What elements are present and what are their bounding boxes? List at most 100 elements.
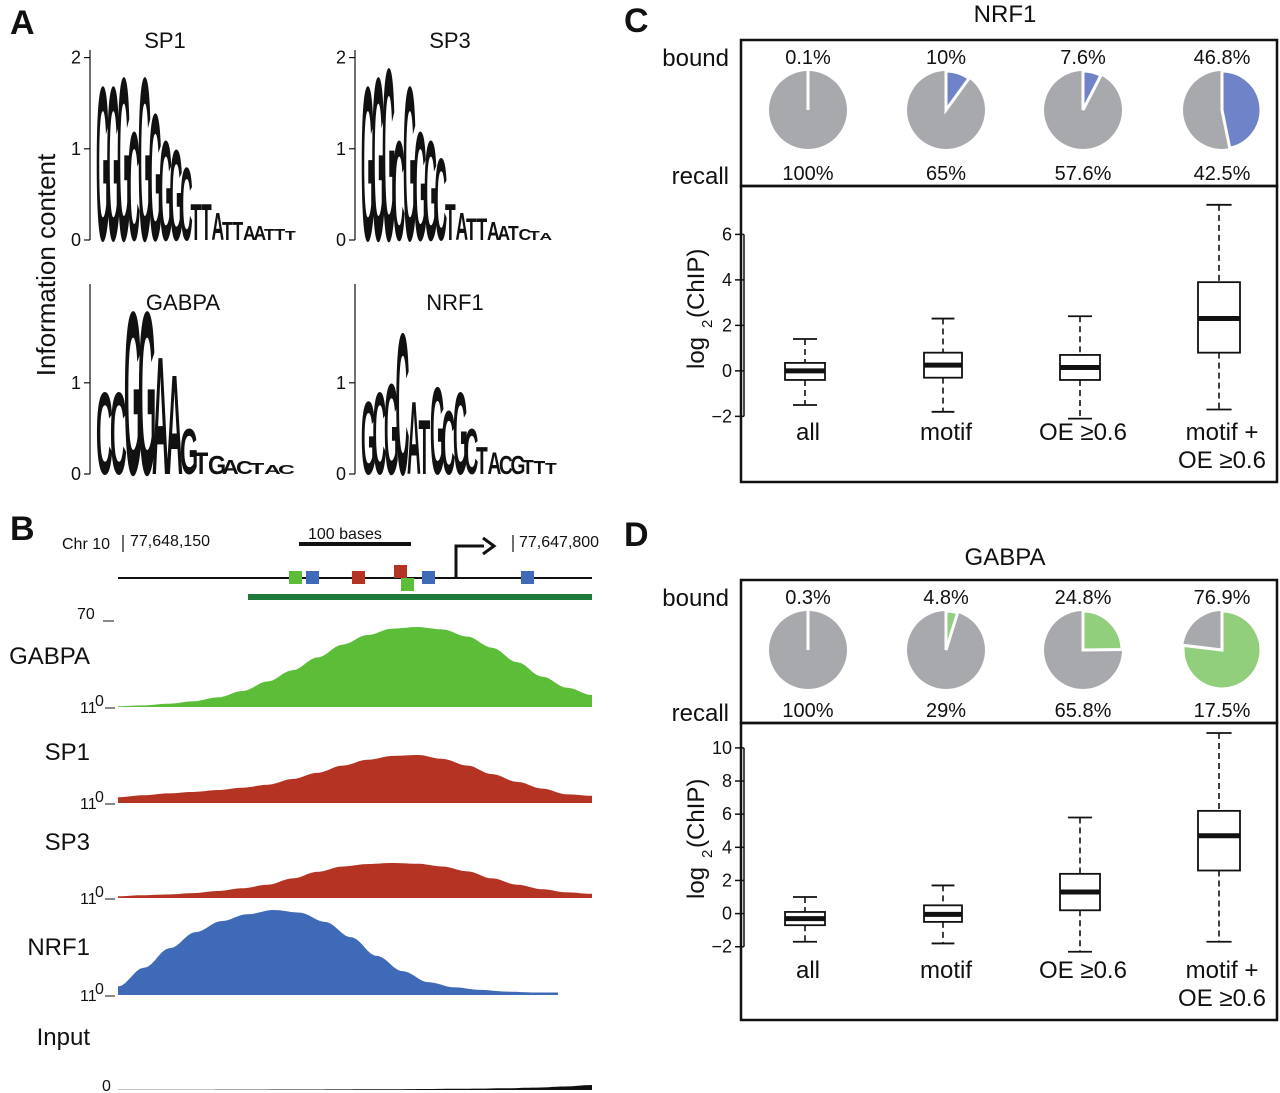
recall-value: 57.6% <box>1055 163 1112 185</box>
recall-value: 65.8% <box>1055 700 1112 722</box>
track-sp3: SP3 110 <box>45 829 592 908</box>
logo-letter: C <box>180 147 193 263</box>
logo-letter: G <box>382 17 396 292</box>
motif-site-6 <box>521 571 534 584</box>
logo-letter: T <box>222 217 233 246</box>
logo-letter: T <box>285 229 296 243</box>
logo-letter: G <box>96 43 110 288</box>
tss-arrow-icon <box>454 544 484 578</box>
chrom-label: Chr 10 <box>62 536 110 553</box>
recall-value: 100% <box>782 163 833 185</box>
y-axis-label: log 2 (ChIP) <box>683 779 716 899</box>
logo-letter: G <box>414 101 428 274</box>
bound-value: 10% <box>926 47 966 69</box>
logo-letter: A <box>407 381 421 496</box>
logo-letter: G <box>124 264 142 524</box>
motif-site-1 <box>306 571 319 584</box>
category-label: motif + <box>1186 419 1259 446</box>
y-tick-label: −2 <box>711 937 732 957</box>
logo-ytick-label: 0 <box>336 464 346 484</box>
box-frame <box>739 184 1279 484</box>
logo-letter: T <box>522 456 534 479</box>
logo-letter: A <box>264 462 281 476</box>
logo-title: SP1 <box>144 28 186 53</box>
logo-letter: T <box>264 226 275 244</box>
logo-letter: G <box>138 30 152 291</box>
logo-letter: G <box>372 30 386 291</box>
pie-slice-bound <box>1081 609 1124 652</box>
logo-letter: A <box>254 223 267 246</box>
recall-value: 100% <box>782 700 833 722</box>
logo-ytick-label: 2 <box>71 48 81 68</box>
recall-value: 17.5% <box>1194 700 1251 722</box>
left-coordinate: 77,648,150 <box>130 533 210 550</box>
category-label: motif <box>920 957 972 984</box>
logo-letter: C <box>236 458 253 478</box>
panel-c-nrf1-boxplot: NRF1boundrecall0.1%100%10%65%7.6%57.6%46… <box>662 1 1279 484</box>
motif-sites <box>289 565 534 591</box>
logo-letter: A <box>222 455 239 478</box>
panel-letter-c: C <box>624 2 649 40</box>
logo-ytick-label: 0 <box>71 464 81 484</box>
recall-label: recall <box>672 700 729 727</box>
panel-b-genome-browser: Chr 10 77,648,150 77,647,800 100 bases 7… <box>9 526 599 1093</box>
logo-letter: T <box>477 213 488 248</box>
y-label-main: log <box>683 867 710 899</box>
y-label-sub: 2 <box>699 320 716 328</box>
logo-letter: C <box>396 292 410 517</box>
tss-arrow-head-icon <box>482 536 497 556</box>
logo-title: SP3 <box>429 28 471 53</box>
y-tick-label: 2 <box>722 315 732 335</box>
motif-site-5 <box>422 571 435 584</box>
logo-ytick-label: 1 <box>336 373 346 393</box>
category-label: OE ≥0.6 <box>1039 419 1127 446</box>
category-label: motif + <box>1186 957 1259 984</box>
logo-ytick-label: 1 <box>71 373 81 393</box>
motif-site-2 <box>352 571 365 584</box>
box-body <box>1197 809 1241 872</box>
logo-letter: G <box>361 43 375 288</box>
category-label: all <box>796 957 820 984</box>
logo-letter: A <box>212 206 225 249</box>
logo-letter: T <box>476 440 488 483</box>
logo-letter: T <box>275 226 286 244</box>
logo-letter: G <box>107 43 121 288</box>
y-tick-label: 6 <box>722 804 732 824</box>
track-zero-label: 0 <box>95 789 104 806</box>
category-label: motif <box>920 419 972 446</box>
track-label: GABPA <box>9 643 90 670</box>
bound-value: 0.3% <box>785 587 831 609</box>
logo-letter: G <box>208 452 226 480</box>
track-max-label: 70 <box>77 606 95 623</box>
motif-site-0 <box>289 571 302 584</box>
track-min-label: 11 <box>80 700 97 717</box>
bound-value: 46.8% <box>1194 47 1251 69</box>
track-signal <box>118 627 592 707</box>
chart-title: GABPA <box>965 544 1046 571</box>
logo-letter: G <box>403 43 417 288</box>
track-sp1: SP1 110 <box>45 739 592 813</box>
scale-bar <box>299 542 411 546</box>
bound-value: 0.1% <box>785 47 831 69</box>
logo-letter: T <box>419 404 431 491</box>
logo-letter: G <box>159 111 173 271</box>
track-min-label: 11 <box>80 891 97 908</box>
logo-letter: G <box>511 450 526 480</box>
y-tick-label: 10 <box>712 738 732 758</box>
y-axis-label: log 2 (ChIP) <box>683 249 716 369</box>
logo-ytick-label: 1 <box>336 139 346 159</box>
recall-label: recall <box>672 163 729 190</box>
logo-letter: C <box>519 226 532 244</box>
input-zero-label: 0 <box>102 1078 111 1093</box>
logo-letter: C <box>442 392 456 493</box>
track-input: Input 0 <box>37 1024 592 1093</box>
logo-letter: T <box>534 457 546 477</box>
y-label-sub: 2 <box>699 850 716 858</box>
category-label: OE ≥0.6 <box>1178 447 1266 474</box>
track-min-label: 11 <box>80 796 97 813</box>
logo-letter: T <box>466 213 477 248</box>
